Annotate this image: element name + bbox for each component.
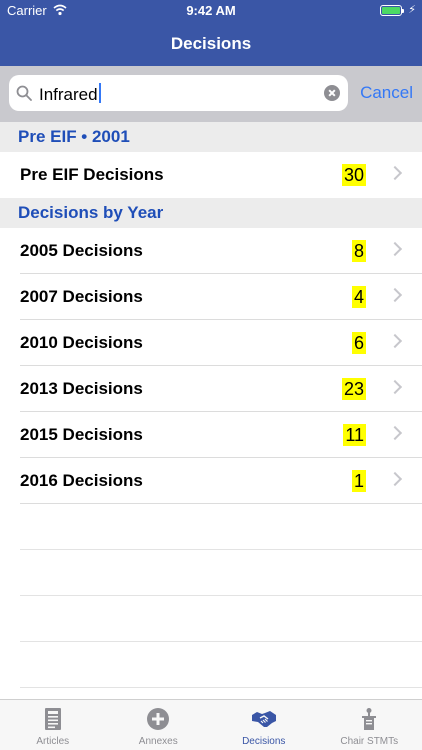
list-item[interactable]: 2013 Decisions 23	[0, 366, 422, 412]
decisions-list: Pre EIF • 2001 Pre EIF Decisions 30 Deci…	[0, 122, 422, 688]
row-divider	[20, 411, 422, 412]
list-item-label: 2016 Decisions	[20, 471, 143, 490]
tab-label: Annexes	[138, 736, 178, 747]
row-divider	[20, 503, 422, 504]
tab-label: Decisions	[242, 736, 286, 747]
chevron-right-icon	[387, 333, 403, 349]
list-item-label: Pre EIF Decisions	[20, 165, 164, 184]
status-bar: Carrier 9:42 AM ⚡	[0, 0, 422, 22]
row-divider	[20, 319, 422, 320]
header: Carrier 9:42 AM ⚡ Decisions	[0, 0, 422, 66]
chevron-right-icon	[387, 241, 403, 257]
search-input[interactable]: Infrared	[9, 75, 348, 111]
tab-chair-stmts[interactable]: Chair STMTs	[317, 700, 422, 750]
tab-label: Chair STMTs	[340, 736, 399, 747]
handshake-icon	[251, 711, 276, 727]
cancel-button[interactable]: Cancel	[360, 83, 413, 102]
battery-icon	[380, 5, 404, 16]
match-count-badge: 23	[341, 378, 366, 400]
carrier-label: Carrier	[7, 3, 47, 18]
list-item-label: 2010 Decisions	[20, 333, 143, 352]
match-count-badge: 6	[351, 332, 366, 354]
row-divider	[20, 457, 422, 458]
match-count-badge: 30	[341, 164, 366, 186]
list-item[interactable]: 2005 Decisions 8	[0, 228, 422, 274]
chevron-right-icon	[387, 287, 403, 303]
tab-annexes[interactable]: Annexes	[106, 700, 212, 750]
list-item-label: 2007 Decisions	[20, 287, 143, 306]
tab-label: Articles	[36, 736, 70, 747]
chevron-right-icon	[387, 471, 403, 487]
charging-icon: ⚡	[408, 4, 416, 16]
tab-articles[interactable]: Articles	[0, 700, 106, 750]
section-header-pre-eif: Pre EIF • 2001	[0, 122, 422, 152]
chevron-right-icon	[387, 425, 403, 441]
list-item[interactable]: 2015 Decisions 11	[0, 412, 422, 458]
empty-row	[20, 550, 422, 596]
podium-icon	[362, 708, 377, 730]
search-bar: Infrared Cancel	[0, 66, 422, 122]
empty-row	[20, 504, 422, 550]
list-item[interactable]: 2007 Decisions 4	[0, 274, 422, 320]
search-icon	[16, 85, 32, 101]
match-count-badge: 4	[351, 286, 366, 308]
list-item[interactable]: 2016 Decisions 1	[0, 458, 422, 504]
match-count-badge: 11	[343, 424, 366, 446]
chevron-right-icon	[387, 379, 403, 395]
list-item-label: 2013 Decisions	[20, 379, 143, 398]
list-item[interactable]: Pre EIF Decisions 30	[0, 152, 422, 198]
wifi-icon	[53, 4, 67, 16]
tab-bar: Articles Annexes Decisions	[0, 699, 422, 750]
match-count-badge: 1	[351, 470, 366, 492]
clock: 9:42 AM	[186, 3, 236, 18]
tab-decisions[interactable]: Decisions	[211, 700, 317, 750]
list-item[interactable]: 2010 Decisions 6	[0, 320, 422, 366]
list-item-label: 2005 Decisions	[20, 241, 143, 260]
search-input-value: Infrared	[39, 83, 101, 105]
text-cursor	[98, 83, 101, 103]
document-icon	[44, 708, 61, 730]
row-divider	[20, 273, 422, 274]
section-header-by-year: Decisions by Year	[0, 198, 422, 228]
clear-icon[interactable]	[324, 85, 340, 101]
empty-row	[20, 642, 422, 688]
plus-circle-icon	[147, 708, 170, 730]
list-item-label: 2015 Decisions	[20, 425, 143, 444]
page-title: Decisions	[170, 34, 252, 53]
empty-row	[20, 596, 422, 642]
row-divider	[20, 365, 422, 366]
match-count-badge: 8	[351, 240, 366, 262]
chevron-right-icon	[387, 165, 403, 181]
